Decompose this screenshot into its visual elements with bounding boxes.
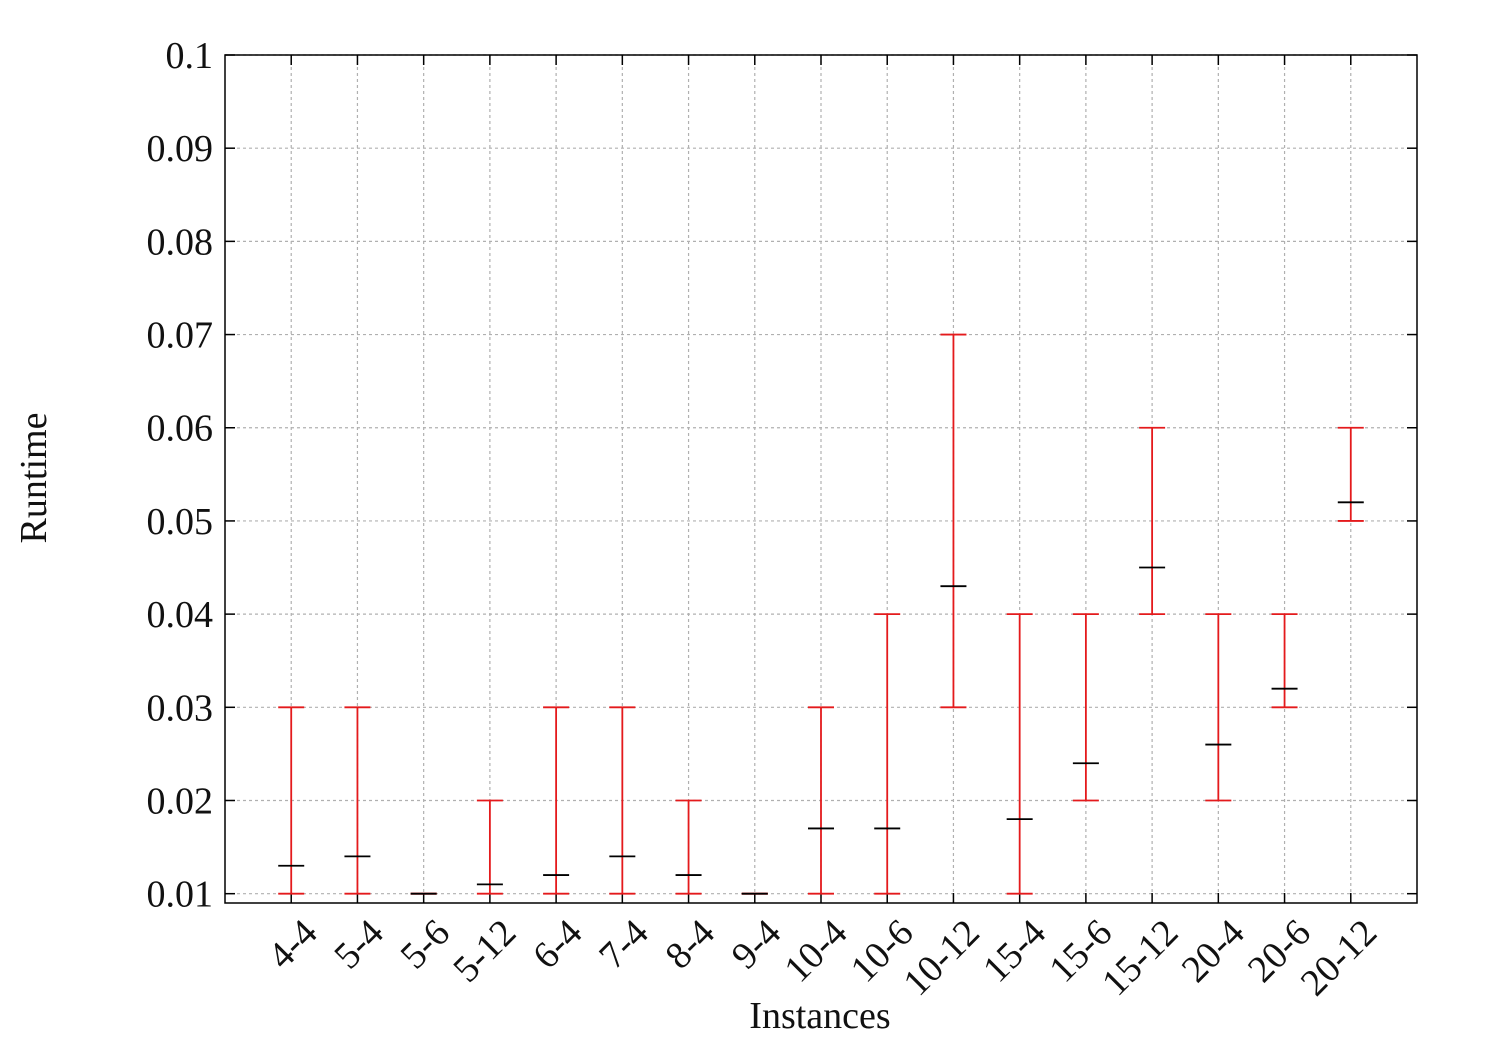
y-tick-label: 0.01 (147, 874, 214, 916)
plot-frame (224, 54, 1418, 904)
y-axis-label: Runtime (13, 413, 55, 544)
x-tick-label: 10-12 (895, 912, 987, 1004)
x-tick-label: 9-4 (724, 912, 790, 978)
x-tick-label: 10-4 (776, 912, 855, 991)
x-tick-label: 5-4 (326, 912, 392, 978)
y-tick-label: 0.07 (147, 315, 214, 357)
y-tick-label: 0.09 (147, 128, 214, 170)
y-tick-label: 0.1 (166, 35, 214, 77)
x-tick-label: 4-4 (260, 912, 326, 978)
y-tick-label: 0.02 (147, 780, 214, 822)
x-tick-label: 20-12 (1293, 912, 1385, 1004)
y-tick-label: 0.05 (147, 501, 214, 543)
y-tick-label: 0.08 (147, 221, 214, 263)
x-tick-label: 6-4 (525, 912, 591, 978)
x-tick-label: 8-4 (657, 912, 723, 978)
x-tick-label: 5-12 (445, 912, 524, 991)
y-tick-label: 0.06 (147, 408, 214, 450)
x-tick-label: 20-4 (1174, 912, 1253, 991)
x-axis-label: Instances (749, 995, 890, 1037)
x-tick-label: 5-6 (393, 912, 459, 978)
y-tick-label: 0.03 (147, 687, 214, 729)
x-tick-label: 15-12 (1094, 912, 1186, 1004)
x-tick-label: 7-4 (591, 912, 657, 978)
x-tick-label: 15-4 (975, 912, 1054, 991)
y-tick-label: 0.04 (147, 594, 214, 636)
